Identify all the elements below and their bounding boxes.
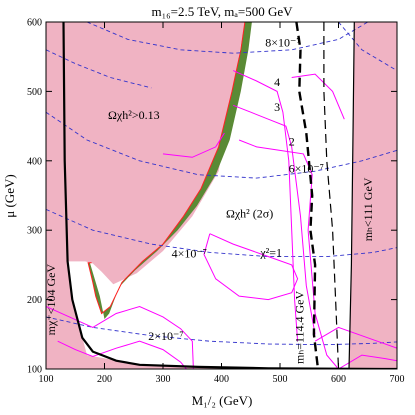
higgs-mass-lines [295,22,340,369]
higgs-line-1 [323,22,340,369]
y-tick-label-0: 100 [27,365,42,376]
relic-band-edge [87,22,246,315]
chi2-contour-1 [238,139,339,369]
axes: 100 200 300 400 500 600 700 100 200 300 400 500 600 [27,18,405,386]
excluded-region-2 [349,22,397,369]
annotation-8: 4×10⁻⁷ [172,246,207,260]
annotation-1: Ωχh² (2σ) [226,207,273,221]
y-tick-label-5: 600 [27,18,42,29]
x-tick-label-5: 600 [331,374,346,385]
chi2-contour-7 [314,326,397,349]
y-axis-title: μ (GeV) [2,174,17,217]
higgs-line-0 [295,22,320,369]
excluded-region-0 [54,22,245,285]
meg-contour-1 [46,111,397,179]
annotation-0: Ωχh²>0.13 [108,108,160,122]
annotation-5: 2 [289,135,295,149]
chi2-contour-8 [338,354,397,369]
x-tick-label-0: 100 [39,374,54,385]
x-tick-label-6: 700 [390,374,405,385]
annotation-9: 2×10⁻⁷ [148,329,183,343]
rotated-annotation-2: mₕ<111 GeV [361,177,375,241]
x-tick-label-3: 400 [214,374,229,385]
meg-contour-5 [338,22,397,71]
rotated-annotation-1: mₕ=114.4 GeV [292,290,306,364]
annotation-2: 8×10⁻⁷ [265,35,300,49]
chi2-contour-3 [232,70,299,342]
chi2-contour-0 [203,233,299,301]
y-tick-label-1: 200 [27,295,42,306]
annotation-7: χ²=1 [259,246,282,260]
plot-area: Ωχh²>0.13 Ωχh² (2σ) 8×10⁻⁷ 4 3 2 6×10⁻⁷ χ²=1 4×1… [46,22,397,369]
meg-contour-3 [46,316,397,346]
chi2-contour-9 [162,132,225,158]
mu-e-gamma-contours [46,22,397,346]
meg-contour-2 [46,208,397,258]
chart-title: m₁₆=2.5 TeV, mₐ=500 GeV [151,4,293,19]
relic-density-band [87,22,252,319]
y-tick-label-3: 400 [27,156,42,167]
x-tick-label-1: 200 [97,374,112,385]
y-tick-label-2: 300 [27,226,42,237]
x-tick-label-4: 500 [273,374,288,385]
x-tick-label-2: 300 [156,374,171,385]
y-tick-label-4: 500 [27,87,42,98]
chi2-contour-5 [57,340,187,369]
meg-contour-4 [46,49,152,89]
chi2-contours [46,70,397,369]
annotation-4: 3 [274,100,280,114]
chi2-contour-2 [233,104,316,335]
annotation-6: 6×10⁻⁷ [289,162,324,176]
annotation-3: 4 [274,75,280,89]
meg-contour-0 [86,22,369,54]
boundary-line-1 [348,22,355,369]
x-axis-title: M₁/₂ (GeV) [192,393,253,408]
